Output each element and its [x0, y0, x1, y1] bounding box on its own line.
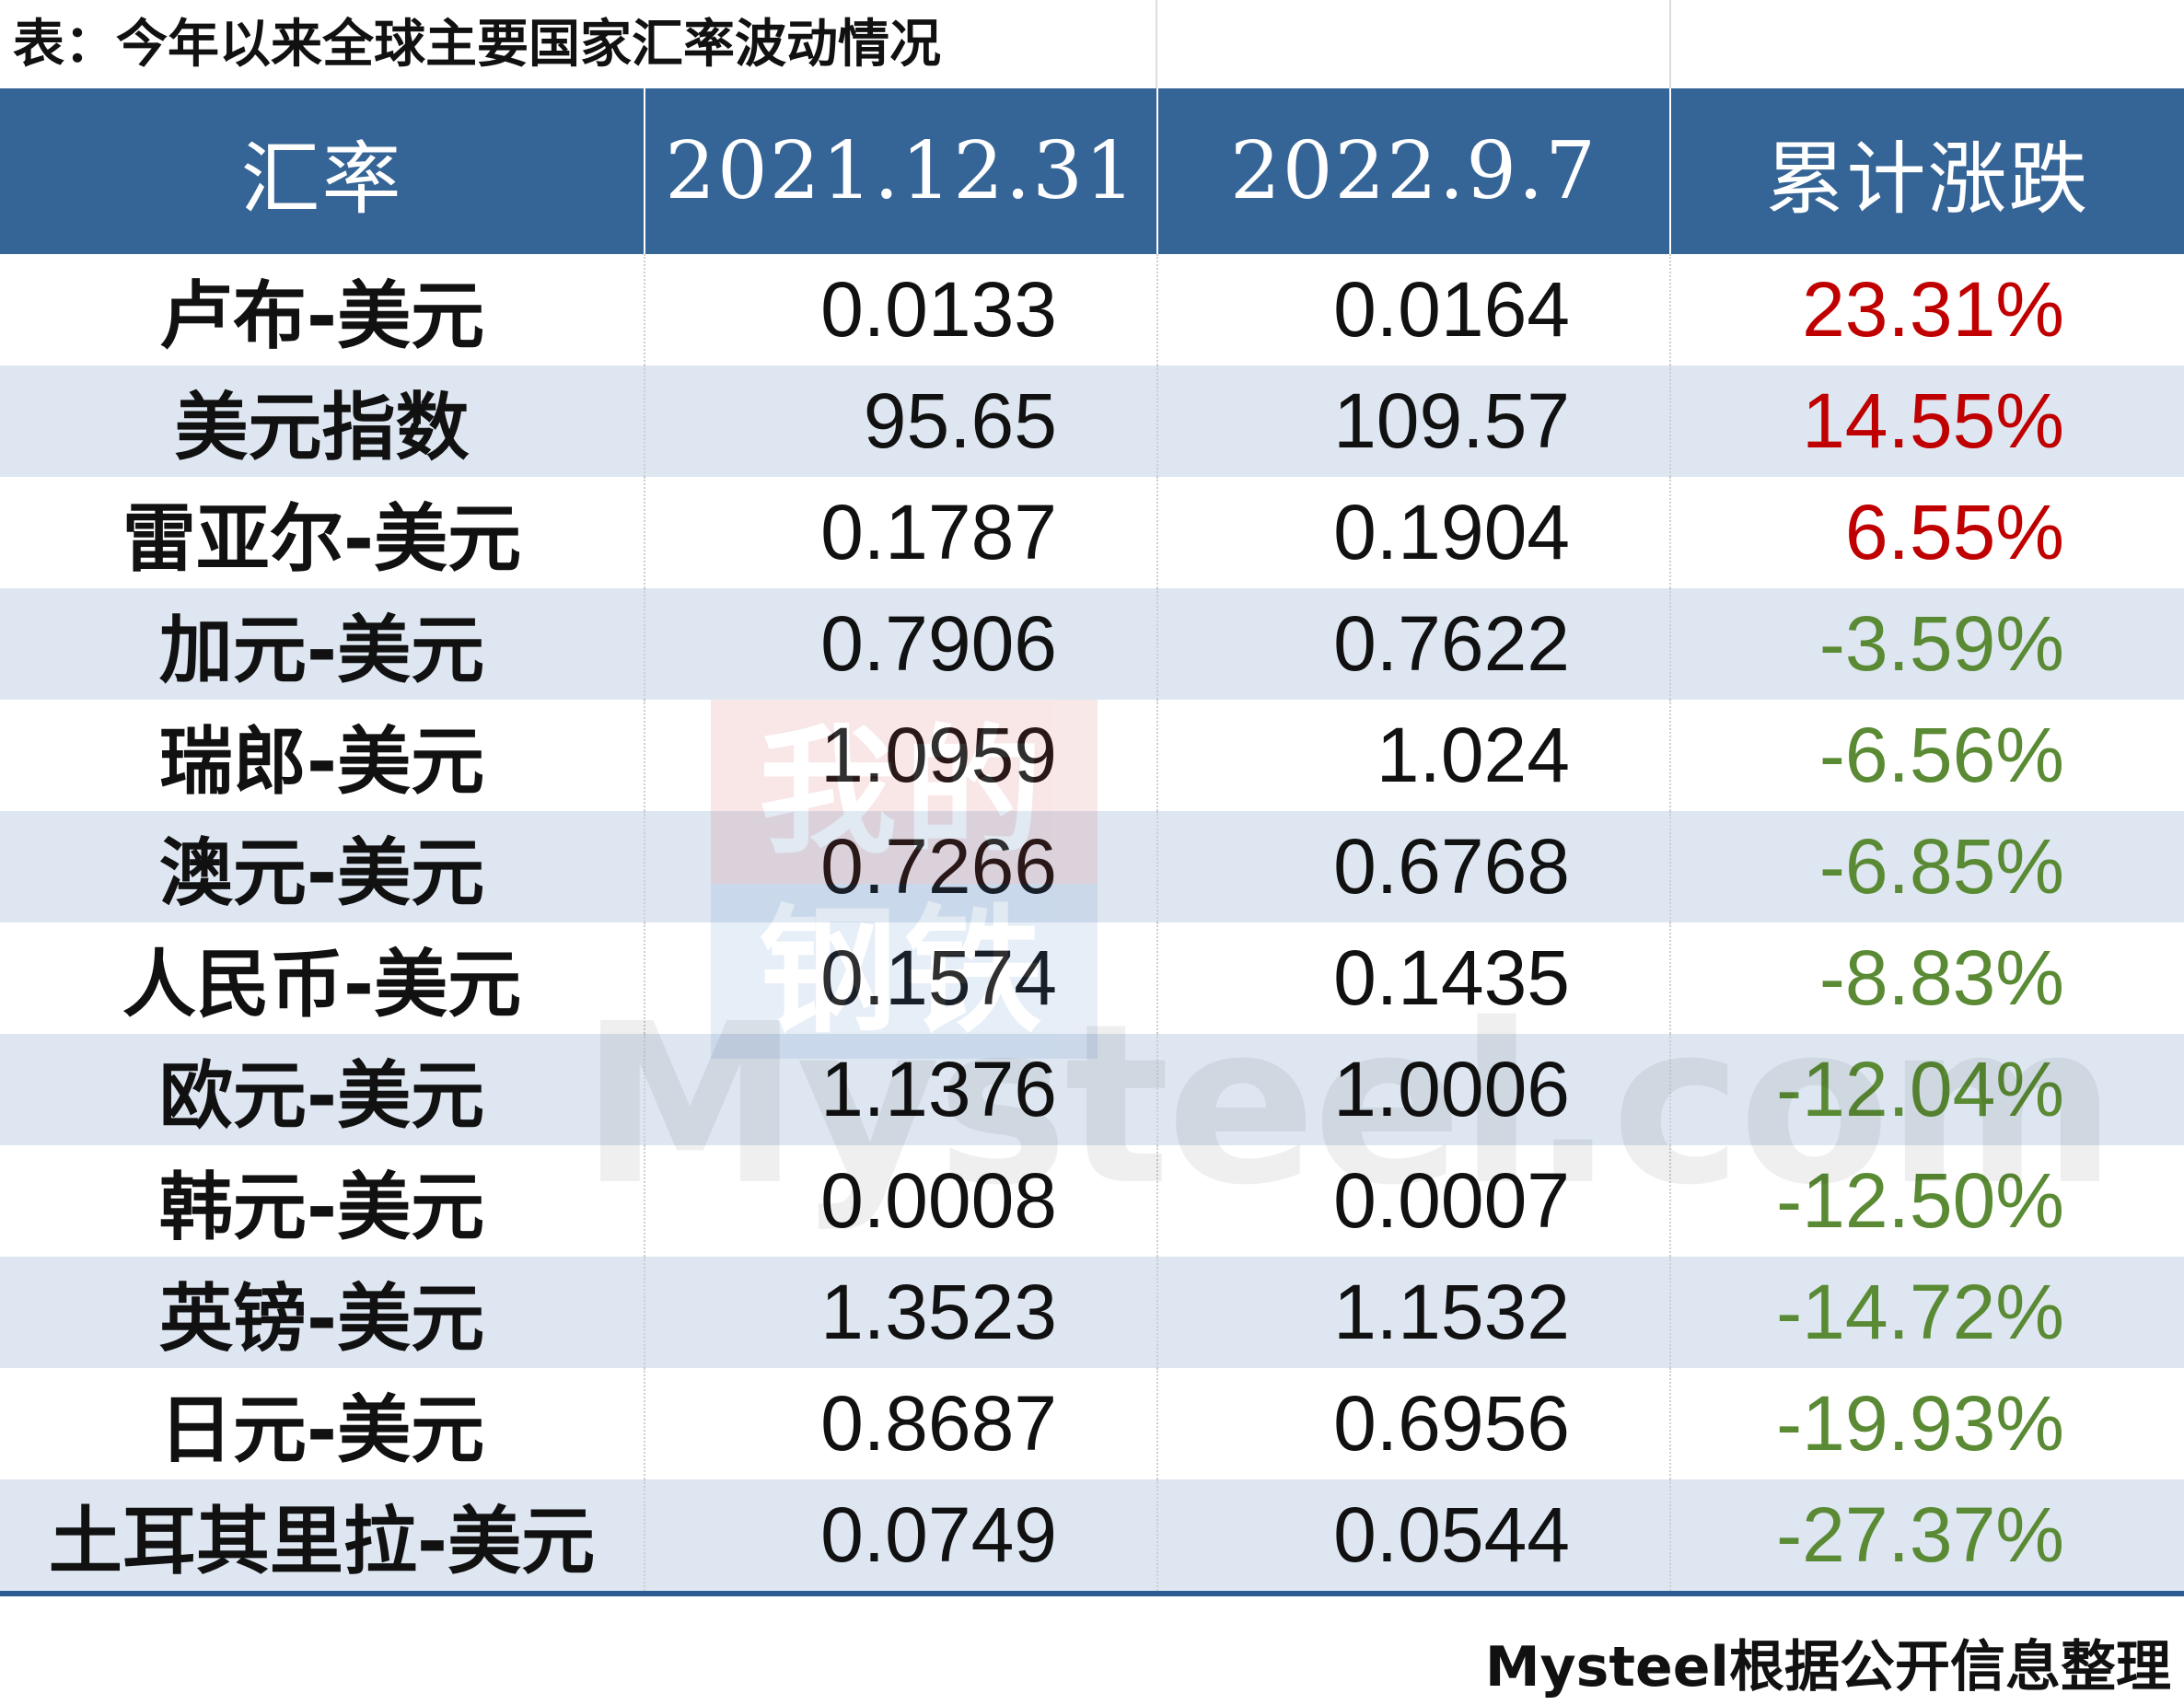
change-cell: -3.59% [1669, 588, 2184, 700]
rate-2021-cell: 0.0749 [644, 1479, 1157, 1594]
table-row: 日元-美元 0.8687 0.6956 -19.93% [0, 1368, 2184, 1479]
table-body: 卢布-美元 0.0133 0.0164 23.31% 美元指数 95.65 109.57 14… [0, 254, 2184, 1594]
rate-2022-cell: 0.7622 [1156, 588, 1670, 700]
change-cell: 6.55% [1669, 477, 2184, 588]
rate-2022-cell: 0.0164 [1156, 254, 1670, 365]
table-row: 欧元-美元 1.1376 1.0006 -12.04% [0, 1034, 2184, 1145]
rate-2021-cell: 0.0133 [644, 254, 1157, 365]
table-row: 美元指数 95.65 109.57 14.55% [0, 365, 2184, 477]
rate-2022-cell: 0.6956 [1156, 1368, 1670, 1479]
table-row: 卢布-美元 0.0133 0.0164 23.31% [0, 254, 2184, 365]
column-header: 累计涨跌 [1669, 88, 2184, 254]
rate-2022-cell: 1.1532 [1156, 1257, 1670, 1368]
source-note: Mysteel根据公开信息整理 [1484, 1635, 2171, 1699]
change-cell: -6.56% [1669, 700, 2184, 811]
currency-pair-cell: 美元指数 [0, 365, 645, 477]
rate-2021-cell: 0.1787 [644, 477, 1157, 588]
rate-2022-cell: 1.0006 [1156, 1034, 1670, 1145]
rate-2022-cell: 109.57 [1156, 365, 1670, 477]
currency-pair-cell: 瑞郎-美元 [158, 718, 485, 805]
rate-2022-cell: 0.0007 [1156, 1145, 1670, 1257]
table-row: 韩元-美元 0.0008 0.0007 -12.50% [0, 1145, 2184, 1257]
title-divider [1156, 0, 1157, 88]
currency-pair-cell: 加元-美元 [0, 588, 645, 700]
currency-pair-cell: 人民币-美元 [122, 941, 522, 1027]
rate-2022-cell: 1.024 [1156, 700, 1670, 811]
currency-pair-cell: 雷亚尔-美元 [122, 495, 522, 582]
table-row: 加元-美元 0.7906 0.7622 -3.59% [0, 588, 2184, 700]
header-row: 汇率 2021.12.31 2022.9.7 累计涨跌 [0, 88, 2184, 254]
rate-2021-cell: 1.1376 [644, 1034, 1157, 1145]
rate-2022-cell: 0.1904 [1156, 477, 1670, 588]
change-cell: -19.93% [1669, 1368, 2184, 1479]
table-row: 人民币-美元 0.1574 0.1435 -8.83% [0, 922, 2184, 1034]
column-header: 2022.9.7 [1156, 88, 1670, 254]
column-header: 汇率 [0, 88, 645, 254]
change-cell: -14.72% [1669, 1257, 2184, 1368]
currency-pair-cell: 卢布-美元 [158, 273, 485, 359]
table-row: 土耳其里拉-美元 0.0749 0.0544 -27.37% [0, 1479, 2184, 1594]
currency-pair-cell: 韩元-美元 [158, 1164, 485, 1250]
column-header: 2021.12.31 [644, 88, 1157, 254]
change-cell: -12.50% [1669, 1145, 2184, 1257]
rate-2022-cell: 0.1435 [1156, 922, 1670, 1034]
rate-2021-cell: 0.0008 [644, 1145, 1157, 1257]
currency-pair-cell: 澳元-美元 [0, 811, 645, 922]
currency-pair-cell: 欧元-美元 [0, 1034, 645, 1145]
rate-2021-cell: 95.65 [644, 365, 1157, 477]
change-cell: -8.83% [1669, 922, 2184, 1034]
rate-2021-cell: 0.7266 [644, 811, 1157, 922]
exchange-rate-table: 汇率 2021.12.31 2022.9.7 累计涨跌 卢布-美元 0.0133 0… [0, 88, 2184, 1596]
rate-2021-cell: 0.1574 [644, 922, 1157, 1034]
change-cell: -27.37% [1669, 1479, 2184, 1594]
currency-pair-cell: 英镑-美元 [0, 1257, 645, 1368]
title-divider [1669, 0, 1671, 88]
table-row: 雷亚尔-美元 0.1787 0.1904 6.55% [0, 477, 2184, 588]
table-title: 表：今年以来全球主要国家汇率波动情况 [13, 15, 941, 75]
rate-2021-cell: 1.3523 [644, 1257, 1157, 1368]
rate-2022-cell: 0.0544 [1156, 1479, 1670, 1594]
change-cell: -12.04% [1669, 1034, 2184, 1145]
change-cell: -6.85% [1669, 811, 2184, 922]
change-cell: 23.31% [1669, 254, 2184, 365]
rate-2021-cell: 0.8687 [644, 1368, 1157, 1479]
rate-2022-cell: 0.6768 [1156, 811, 1670, 922]
currency-pair-cell: 日元-美元 [158, 1386, 485, 1473]
table-row: 瑞郎-美元 1.0959 1.024 -6.56% [0, 700, 2184, 811]
rate-2021-cell: 1.0959 [644, 700, 1157, 811]
currency-pair-cell: 土耳其里拉-美元 [0, 1479, 645, 1594]
rate-2021-cell: 0.7906 [644, 588, 1157, 700]
table-row: 英镑-美元 1.3523 1.1532 -14.72% [0, 1257, 2184, 1368]
table-row: 澳元-美元 0.7266 0.6768 -6.85% [0, 811, 2184, 922]
change-cell: 14.55% [1669, 365, 2184, 477]
